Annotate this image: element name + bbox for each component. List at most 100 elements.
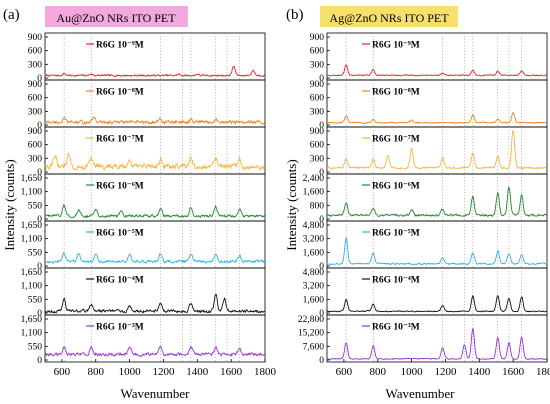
y-tick-label: 300 <box>310 107 325 117</box>
x-tick-label: 1800 <box>254 366 277 378</box>
panel-a-title: Au@ZnO NRs ITO PET <box>56 11 176 25</box>
spectrum-line <box>326 328 548 360</box>
spectrum-line <box>44 152 266 171</box>
y-tick-label: 600 <box>28 94 43 104</box>
spectrum-line <box>326 294 547 313</box>
panel-b-title: Ag@ZnO NRs ITO PET <box>329 11 449 25</box>
panel-a-letter: (a) <box>3 7 20 23</box>
legend-label: R6G 10⁻⁴M <box>372 276 420 286</box>
panel-b-title-background <box>320 6 458 27</box>
subplot-frame <box>326 79 548 128</box>
legend-label: R6G 10⁻⁶M <box>96 182 144 192</box>
subplot-frame <box>44 79 266 128</box>
panel-a-plot: 0 300 600 900 R6G 10⁻⁹M 0 300 600 900 R6G 10⁻⁸M 0 3… <box>21 32 277 378</box>
y-tick-label: 0 <box>37 74 42 84</box>
legend-label: R6G 10⁻³M <box>96 323 144 333</box>
y-tick-label: 0 <box>319 215 324 225</box>
y-tick-label: 1,650 <box>21 174 43 184</box>
legend-label: R6G 10⁻⁸M <box>372 88 420 98</box>
legend-label: R6G 10⁻⁷M <box>96 135 144 145</box>
spectrum-line <box>326 130 548 170</box>
y-tick-label: 0 <box>37 309 42 319</box>
y-tick-label: 550 <box>28 295 43 305</box>
y-tick-label: 22,800 <box>298 315 324 325</box>
y-tick-label: 0 <box>37 262 42 272</box>
spectrum-line <box>44 345 266 357</box>
subplot-frame <box>326 314 548 363</box>
legend-label: R6G 10⁻⁷M <box>372 135 420 145</box>
x-tick-label: 1200 <box>434 366 457 378</box>
y-tick-label: 550 <box>28 248 43 258</box>
subplot-frame <box>326 220 548 269</box>
x-tick-label: 1200 <box>152 366 175 378</box>
y-tick-label: 900 <box>310 80 325 90</box>
y-tick-label: 800 <box>310 201 325 211</box>
y-tick-label: 600 <box>310 141 325 151</box>
y-tick-label: 0 <box>37 215 42 225</box>
legend-label: R6G 10⁻⁵M <box>96 229 144 239</box>
y-tick-label: 900 <box>310 33 325 43</box>
spectrum-line <box>44 203 266 219</box>
y-tick-label: 0 <box>319 168 324 178</box>
panel-b-letter: (b) <box>286 7 304 23</box>
subplot-frame <box>326 267 548 316</box>
legend-label: R6G 10⁻⁴M <box>96 276 144 286</box>
y-tick-label: 300 <box>28 60 43 70</box>
x-tick-label: 1000 <box>401 366 424 378</box>
y-tick-label: 0 <box>319 356 324 366</box>
subplot-frame <box>44 32 266 81</box>
panel-a-y-axis-title: Intensity (counts) <box>2 159 17 250</box>
y-tick-label: 1,600 <box>303 188 325 198</box>
subplot-frame <box>44 314 266 363</box>
subplot-frame <box>44 267 266 316</box>
spectrum-line <box>44 65 266 78</box>
y-tick-label: 900 <box>28 127 43 137</box>
y-tick-label: 600 <box>310 94 325 104</box>
panel-b-plot: 0 300 600 900 R6G 10⁻⁹M 0 300 600 900 R6G 10⁻⁸M 0 3… <box>298 32 550 378</box>
y-tick-label: 0 <box>319 121 324 131</box>
y-tick-label: 1,100 <box>21 329 43 339</box>
spectrum-line <box>327 64 548 77</box>
x-tick-label: 1000 <box>119 366 142 378</box>
x-tick-label: 600 <box>54 366 71 378</box>
y-tick-label: 4,800 <box>303 221 325 231</box>
y-tick-label: 0 <box>319 74 324 84</box>
y-tick-label: 3,200 <box>303 235 325 245</box>
spectrum-line <box>44 293 265 314</box>
x-tick-label: 800 <box>88 366 105 378</box>
y-tick-label: 900 <box>28 80 43 90</box>
y-tick-label: 1,650 <box>21 268 43 278</box>
legend-label: R6G 10⁻³M <box>372 323 420 333</box>
y-tick-label: 0 <box>319 309 324 319</box>
x-tick-label: 1600 <box>220 366 243 378</box>
y-tick-label: 1,100 <box>21 235 43 245</box>
x-tick-label: 1600 <box>502 366 525 378</box>
y-tick-label: 550 <box>28 342 43 352</box>
subplot-frame <box>326 32 548 81</box>
panel-b-x-axis-title: Wavenumber <box>386 386 456 401</box>
subplot-frame <box>44 173 266 222</box>
y-tick-label: 1,650 <box>21 221 43 231</box>
y-tick-label: 1,600 <box>303 248 325 258</box>
y-tick-label: 600 <box>28 47 43 57</box>
y-tick-label: 300 <box>310 154 325 164</box>
x-tick-label: 1800 <box>536 366 550 378</box>
y-tick-label: 600 <box>310 47 325 57</box>
y-tick-label: 300 <box>310 60 325 70</box>
legend-label: R6G 10⁻⁹M <box>372 41 420 51</box>
x-tick-label: 1400 <box>468 366 491 378</box>
x-tick-label: 600 <box>336 366 353 378</box>
y-tick-label: 300 <box>28 154 43 164</box>
y-tick-label: 550 <box>28 201 43 211</box>
panel-b-y-axis-title: Intensity (counts) <box>284 159 299 250</box>
x-tick-label: 1400 <box>186 366 209 378</box>
y-tick-label: 1,650 <box>21 315 43 325</box>
y-tick-label: 1,600 <box>303 295 325 305</box>
spectrum-line <box>326 185 548 218</box>
legend-label: R6G 10⁻⁹M <box>96 41 144 51</box>
y-tick-label: 7,600 <box>303 342 325 352</box>
legend-label: R6G 10⁻⁶M <box>372 182 420 192</box>
y-tick-label: 1,100 <box>21 188 43 198</box>
x-tick-label: 800 <box>370 366 387 378</box>
